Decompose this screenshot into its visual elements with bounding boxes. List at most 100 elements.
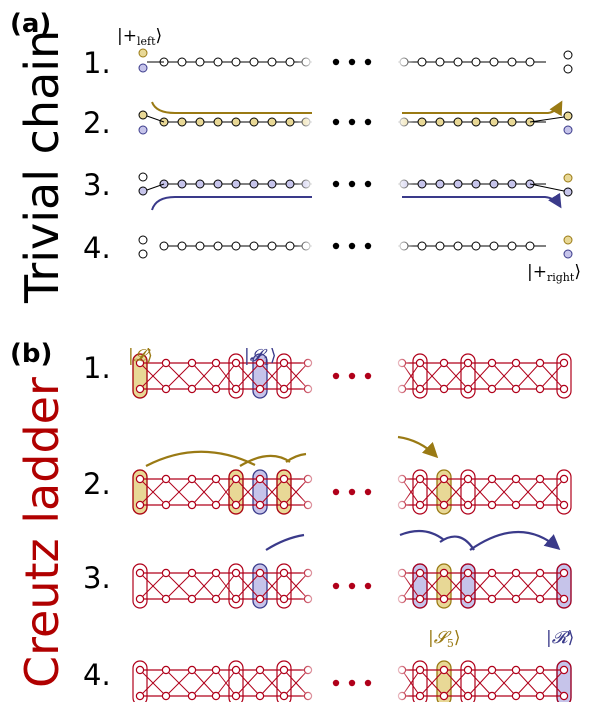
dimer-outline [412,563,428,609]
row-number: 3. [83,561,111,595]
ladder-cross-bond [419,669,445,697]
dimer-outline [228,660,244,702]
chain-site [231,117,241,127]
ladder-site-top [487,568,497,578]
gold-arrow-right [402,100,563,117]
ladder-site-top [187,665,197,675]
chain-site [285,57,295,67]
ket-plus-right: |+right⟩ [527,262,581,284]
edge-site [138,249,148,259]
panel-b-row-numbers: 1. 2. 3. 4. [83,351,111,692]
ladder-cross-bond [191,572,217,600]
chain-site [489,179,499,189]
chain-site [231,241,241,251]
ladder-site-top [463,568,473,578]
ladder-cross-bond [215,669,237,697]
fade-mask [396,56,414,68]
chain-site [507,57,517,67]
ladder-site-bottom [487,500,497,510]
ladder-cross-bond [491,478,517,506]
dimer-outline [556,660,572,702]
chain-site [489,241,499,251]
ladder-site-bottom [135,594,145,604]
ladder-site-bottom [487,594,497,604]
ladder-site-bottom [559,384,569,394]
ladder-site-bottom [511,500,521,510]
ket-L: |𝓛⟩ [128,346,153,366]
ellipsis-dot [364,118,372,126]
ladder-site-bottom [255,500,265,510]
ellipsis-dot [364,180,372,188]
ellipsis-dot [332,679,340,687]
chain-site [267,117,277,127]
edge-site-gold [563,111,573,121]
fade-mask [300,352,320,400]
ladder-cross-bond [515,478,541,506]
fade-mask [394,659,410,702]
chain-site [159,241,169,251]
chain-site [471,241,481,251]
ladder-site-bottom [231,594,241,604]
edge-site [138,172,148,182]
row-number: 2. [83,106,111,140]
chain-site [417,179,427,189]
ladder-site-top [487,358,497,368]
ladder-cross-bond [139,478,167,506]
fade-mask [396,240,414,252]
ladder-site-bottom [211,384,221,394]
ladder-site-bottom [161,500,171,510]
ladder-cross-bond [191,362,217,390]
ladder-site-top [463,358,473,368]
ladder-site-top [439,358,449,368]
ellipsis-dot [348,58,356,66]
ladder-site-top [135,474,145,484]
ladder-site-top [255,474,265,484]
ladder-site-bottom [231,500,241,510]
panel-a-row-numbers: 1. 2. 3. 4. [83,46,111,265]
ladder-site-bottom [255,691,265,701]
ellipsis-dot [364,488,372,496]
ladder-site-bottom [231,691,241,701]
ellipsis-dot [332,372,340,380]
ladder-site-top [511,665,521,675]
chain-site [267,179,277,189]
ellipsis-dot [348,242,356,250]
ladder-site-bottom [231,384,241,394]
edge-site-gold [138,110,148,120]
edge-site-gold [138,48,148,58]
ladder-site-bottom [187,594,197,604]
ellipsis-dot [332,582,340,590]
dimer-outline [228,353,244,399]
ladder-site-bottom [415,691,425,701]
ladder-cross-bond [139,572,167,600]
ladder-cross-bond [539,572,565,600]
chain-site [471,57,481,67]
chain-site [471,117,481,127]
ladder-site-top [463,474,473,484]
ladder-cross-bond [215,478,237,506]
purple-hop-arrow [469,530,561,551]
ladder-cross-bond [515,572,541,600]
ladder-site-top [231,358,241,368]
ladder-site-top [187,568,197,578]
purple-hop-arc [265,533,305,551]
ladder-cross-bond [165,362,193,390]
row-number: 4. [83,231,111,265]
chain-site [249,117,259,127]
ladder-cross-bond [539,362,565,390]
ladder-site-top [415,568,425,578]
chain-site [435,179,445,189]
ladder-site-bottom [463,691,473,701]
dimer-outline [460,353,476,399]
ladder-site-top [187,358,197,368]
ladder-site-top [487,665,497,675]
chain-site [249,57,259,67]
ellipsis-dot [332,242,340,250]
chain-site [507,179,517,189]
gold-hop-arc [239,454,291,467]
chain-site [453,57,463,67]
ladder-site-top [211,568,221,578]
ladder-cross-bond [259,572,285,600]
ellipsis-dot [364,58,372,66]
panel-b-title: Creutz ladder [15,377,69,688]
